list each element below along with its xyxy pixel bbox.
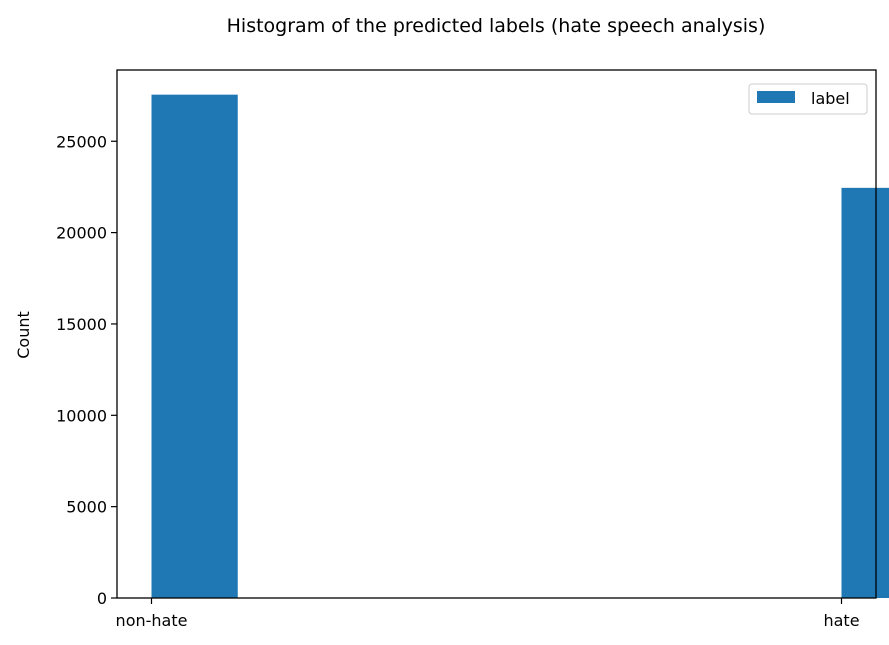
y-tick-label: 20000 bbox=[56, 224, 107, 243]
y-tick-label: 25000 bbox=[56, 132, 107, 151]
x-tick-label-non-hate: non-hate bbox=[116, 611, 188, 630]
plot-frame bbox=[116, 69, 877, 599]
y-tick-label: 5000 bbox=[66, 498, 107, 517]
bar-non-hate bbox=[151, 94, 238, 598]
y-tick-label: 15000 bbox=[56, 315, 107, 334]
bars-group bbox=[151, 94, 889, 599]
legend: label bbox=[748, 83, 868, 115]
legend-swatch bbox=[757, 91, 795, 103]
y-axis-label: Count bbox=[14, 311, 33, 359]
legend-label: label bbox=[811, 89, 850, 108]
chart-title: Histogram of the predicted labels (hate … bbox=[227, 15, 766, 37]
y-axis-ticks: 0 5000 10000 15000 20000 25000 bbox=[56, 132, 117, 608]
y-tick-label: 10000 bbox=[56, 406, 107, 425]
bar-hate bbox=[841, 187, 889, 599]
x-axis-ticks: non-hate hate bbox=[116, 598, 860, 630]
y-tick-label: 0 bbox=[97, 589, 107, 608]
x-tick-label-hate: hate bbox=[823, 611, 859, 630]
